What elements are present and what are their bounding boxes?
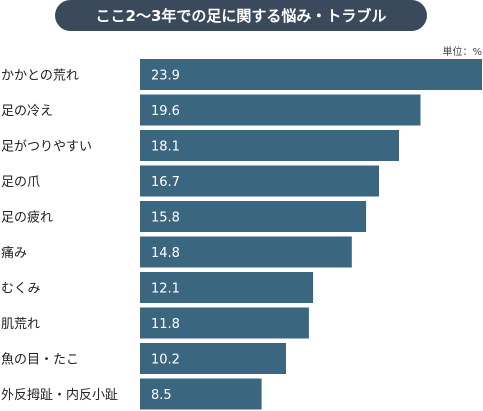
category-label: 足の冷え bbox=[1, 104, 53, 119]
value-label: 19.6 bbox=[151, 104, 180, 119]
bar bbox=[140, 378, 262, 410]
bars-group: かかとの荒れ 23.9 足の冷え 19.6 足がつりやすい 18.1 足の爪 16.7 足の疲れ… bbox=[1, 59, 482, 410]
category-label: 肌荒れ bbox=[1, 317, 40, 332]
bar bbox=[140, 201, 367, 232]
value-label: 10.2 bbox=[151, 353, 180, 368]
category-label: 魚の目・たこ bbox=[1, 353, 79, 368]
category-label: むくみ bbox=[1, 282, 41, 297]
bar bbox=[140, 59, 482, 90]
chart-title-text: ここ2～3年での足に関する悩み・トラブル bbox=[96, 7, 387, 25]
value-label: 14.8 bbox=[151, 246, 180, 261]
chart-title: ここ2～3年での足に関する悩み・トラブル bbox=[55, 0, 427, 31]
value-label: 11.8 bbox=[151, 317, 180, 332]
bar bbox=[140, 343, 286, 374]
bar bbox=[140, 236, 352, 268]
value-label: 16.7 bbox=[151, 175, 180, 190]
value-label: 18.1 bbox=[151, 140, 180, 155]
category-label: 痛み bbox=[1, 245, 27, 261]
title-banner bbox=[55, 0, 427, 31]
value-label: 15.8 bbox=[151, 211, 180, 226]
unit-label: 単位：% bbox=[442, 45, 482, 58]
value-label: 12.1 bbox=[151, 282, 180, 297]
bar bbox=[140, 130, 399, 161]
bar bbox=[140, 307, 309, 339]
value-label: 23.9 bbox=[151, 69, 180, 84]
value-label: 8.5 bbox=[151, 388, 172, 403]
category-label: 足の爪 bbox=[1, 175, 40, 190]
bar bbox=[140, 165, 379, 197]
category-label: 外反拇趾・内反小趾 bbox=[1, 387, 118, 403]
bar bbox=[140, 272, 314, 303]
bar bbox=[140, 94, 421, 126]
category-label: 足の疲れ bbox=[1, 210, 53, 226]
category-label: かかとの荒れ bbox=[1, 69, 79, 84]
category-label: 足がつりやすい bbox=[1, 140, 92, 155]
